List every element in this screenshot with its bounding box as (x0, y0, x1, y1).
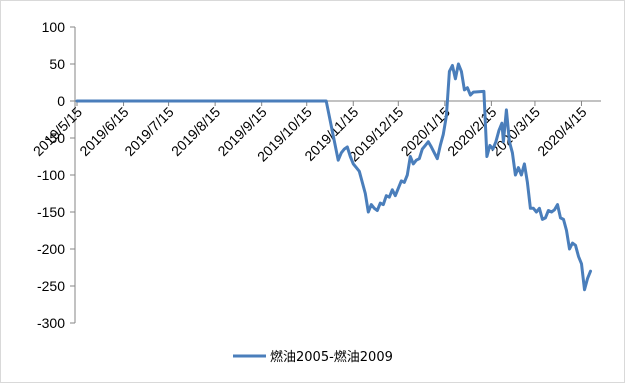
y-tick-label: -100 (37, 167, 65, 183)
y-tick-label: -250 (37, 278, 65, 294)
x-tick-label: 2019/5/15 (30, 104, 86, 160)
x-tick-label: 2019/7/15 (121, 104, 177, 160)
x-tick-label: 2020/4/15 (534, 104, 590, 160)
y-tick-label: 0 (57, 93, 65, 109)
y-tick-label: 100 (42, 19, 66, 35)
legend-label: 燃油2005-燃油2009 (270, 349, 393, 365)
series-line (75, 62, 592, 292)
y-tick-label: -150 (37, 204, 65, 220)
y-tick-label: -300 (37, 315, 65, 331)
x-tick-label: 2019/8/15 (168, 104, 224, 160)
y-tick-label: -200 (37, 241, 65, 257)
y-tick-label: -50 (45, 130, 65, 146)
y-tick-label: 50 (49, 56, 65, 72)
